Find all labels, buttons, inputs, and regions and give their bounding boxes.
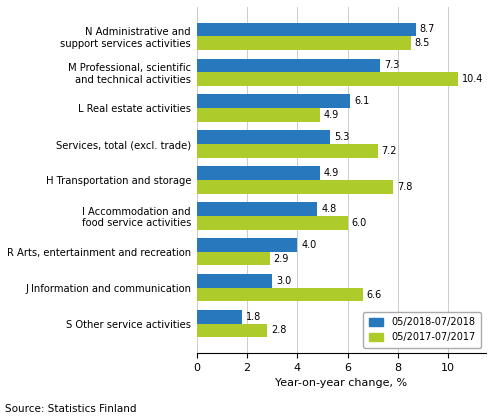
Bar <box>197 130 330 144</box>
X-axis label: Year-on-year change, %: Year-on-year change, % <box>275 378 407 388</box>
Bar <box>197 180 393 193</box>
Text: 6.0: 6.0 <box>352 218 367 228</box>
Text: 4.8: 4.8 <box>321 204 336 214</box>
Text: 5.3: 5.3 <box>334 132 349 142</box>
Text: 1.8: 1.8 <box>246 312 261 322</box>
Bar <box>197 23 416 36</box>
Text: 7.2: 7.2 <box>382 146 397 156</box>
Bar <box>197 288 363 301</box>
Text: 4.9: 4.9 <box>324 110 339 120</box>
Text: 3.0: 3.0 <box>276 276 291 286</box>
Legend: 05/2018-07/2018, 05/2017-07/2017: 05/2018-07/2018, 05/2017-07/2017 <box>363 312 481 348</box>
Text: 8.5: 8.5 <box>414 38 430 48</box>
Bar <box>197 252 270 265</box>
Text: 2.8: 2.8 <box>271 325 286 335</box>
Text: 6.1: 6.1 <box>354 97 369 106</box>
Bar <box>197 59 381 72</box>
Bar <box>197 274 272 288</box>
Bar <box>197 144 378 158</box>
Bar <box>197 202 317 216</box>
Text: Source: Statistics Finland: Source: Statistics Finland <box>5 404 137 414</box>
Bar <box>197 94 350 108</box>
Text: 7.3: 7.3 <box>384 60 399 70</box>
Bar <box>197 310 242 324</box>
Bar <box>197 166 320 180</box>
Bar <box>197 36 411 50</box>
Text: 10.4: 10.4 <box>462 74 484 84</box>
Bar <box>197 238 297 252</box>
Bar <box>197 108 320 122</box>
Text: 8.7: 8.7 <box>420 25 435 35</box>
Text: 4.9: 4.9 <box>324 168 339 178</box>
Text: 6.6: 6.6 <box>366 290 382 300</box>
Text: 4.0: 4.0 <box>301 240 317 250</box>
Bar <box>197 216 348 230</box>
Text: 7.8: 7.8 <box>397 182 412 192</box>
Bar <box>197 324 267 337</box>
Text: 2.9: 2.9 <box>274 254 289 264</box>
Bar <box>197 72 458 86</box>
